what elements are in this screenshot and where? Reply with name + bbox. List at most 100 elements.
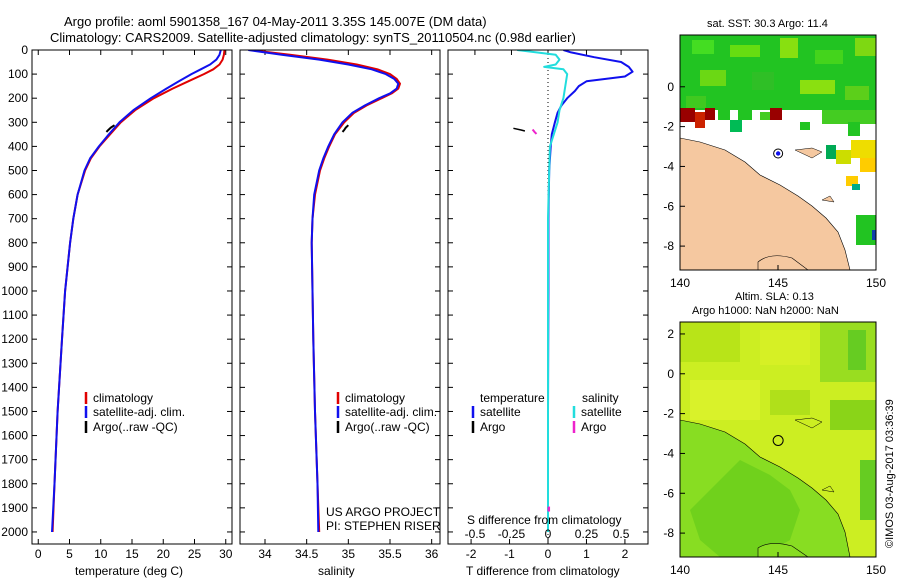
sla-map-title-line1: Altim. SLA: 0.13 — [735, 291, 814, 303]
difference-s-argo-line — [531, 128, 538, 135]
figure-title-line1: Argo profile: aoml 5901358_167 04-May-20… — [64, 14, 487, 29]
map-x-tick-label: 150 — [866, 276, 886, 290]
sla-land — [680, 417, 851, 557]
difference-ticks — [448, 49, 648, 544]
temperature-xlabel: temperature (deg C) — [75, 564, 183, 578]
map-x-tick-label: 140 — [670, 276, 690, 290]
depth-tick-label: 1200 — [1, 332, 28, 346]
depth-tick-label: 700 — [8, 212, 28, 226]
salinity-x-tick-label: 35 — [342, 547, 356, 561]
sla-argo-marker — [772, 434, 784, 446]
difference-legend: temperature salinity satellite Argo sate… — [471, 391, 622, 434]
legend-temperature-title: temperature — [480, 391, 545, 405]
sla-map-title-line2: Argo h1000: NaN h2000: NaN — [692, 305, 839, 317]
t-difference-tick-label: -2 — [466, 547, 477, 561]
legend-satellite-label: satellite-adj. clim. — [345, 405, 437, 419]
legend-climatology-label: climatology — [93, 391, 153, 405]
depth-tick-label: 1800 — [1, 477, 28, 491]
salinity-legend: climatology satellite-adj. clim. Argo(..… — [336, 391, 437, 434]
imos-credit: ©IMOS 03-Aug-2017 03:36:39 — [884, 399, 896, 548]
map-y-tick-label: 2 — [667, 327, 674, 341]
temperature-x-tick-label: 10 — [94, 547, 108, 561]
t-difference-tick-labels: -2 -1 0 1 2 — [466, 547, 629, 561]
temperature-frame — [31, 49, 233, 545]
depth-tick-label: 500 — [8, 163, 28, 177]
s-difference-tick-label: 0 — [545, 527, 552, 541]
s-difference-tick-label: -0.5 — [465, 527, 486, 541]
legend-t-satellite-label: satellite — [480, 405, 521, 419]
temperature-x-tick-label: 25 — [188, 547, 202, 561]
depth-tick-label: 900 — [8, 260, 28, 274]
depth-tick-label: 1300 — [1, 356, 28, 370]
salinity-x-tick-label: 34 — [258, 547, 272, 561]
legend-salinity-title: salinity — [582, 391, 619, 405]
s-difference-tick-labels: -0.5 -0.25 0 0.25 0.5 — [465, 527, 630, 541]
depth-tick-labels: 0 100 200 300 400 500 600 700 800 900 1000 1100 1200… — [1, 43, 28, 539]
depth-tick-label: 1900 — [1, 501, 28, 515]
depth-tick-label: 1000 — [1, 284, 28, 298]
map-y-tick-label: 0 — [667, 80, 674, 94]
depth-tick-label: 400 — [8, 139, 28, 153]
map-y-tick-label: -4 — [663, 159, 674, 173]
map-y-tick-label: -2 — [663, 407, 674, 421]
temperature-legend: climatology satellite-adj. clim. Argo(..… — [84, 391, 185, 434]
salinity-x-tick-labels: 34 34.5 35 35.5 36 — [258, 547, 438, 561]
depth-tick-label: 300 — [8, 115, 28, 129]
sst-map: sat. SST: 30.3 Argo: 11.4 — [663, 18, 886, 290]
legend-climatology-label: climatology — [345, 391, 405, 405]
figure-title-line2: Climatology: CARS2009. Satellite-adjuste… — [50, 30, 576, 45]
sst-argo-marker-fill — [775, 151, 781, 156]
legend-s-argo-label: Argo — [581, 420, 607, 434]
salinity-x-tick-label: 34.5 — [295, 547, 319, 561]
s-difference-tick-label: 0.5 — [613, 527, 630, 541]
depth-tick-label: 1600 — [1, 429, 28, 443]
project-annotation: US ARGO PROJECT — [326, 505, 441, 519]
t-difference-label: T difference from climatology — [466, 564, 620, 578]
temperature-panel: 0100200300400500600700800900100011001200… — [1, 43, 232, 578]
temperature-ticks — [32, 49, 232, 544]
legend-argo-label: Argo(..raw -QC) — [93, 420, 178, 434]
salinity-argo-line — [341, 124, 349, 133]
map-y-tick-label: -4 — [663, 446, 674, 460]
temperature-satellite-line — [51, 50, 222, 533]
difference-panel: temperature salinity satellite Argo sate… — [447, 49, 649, 578]
depth-tick-label: 200 — [8, 91, 28, 105]
difference-s-satellite-line — [517, 50, 569, 532]
depth-tick-label: 1100 — [2, 308, 28, 322]
sst-argo-marker — [773, 148, 784, 159]
temperature-x-tick-label: 20 — [157, 547, 171, 561]
depth-tick-label: 600 — [8, 188, 28, 202]
difference-t-satellite-line — [547, 50, 634, 532]
t-difference-tick-label: -1 — [504, 547, 515, 561]
temperature-lines — [51, 50, 226, 533]
depth-tick-label: 1700 — [1, 453, 28, 467]
map-y-tick-label: -6 — [663, 199, 674, 213]
temperature-x-tick-label: 15 — [125, 547, 139, 561]
sst-map-ticks: 140 145 150 0 -2 -4 -6 -8 — [663, 80, 886, 290]
map-y-tick-label: -6 — [663, 486, 674, 500]
salinity-panel: 34 34.5 35 35.5 36 salinity climatology sate… — [239, 49, 441, 578]
temperature-x-tick-labels: 0 5 10 15 20 25 30 — [35, 547, 233, 561]
map-x-tick-label: 140 — [670, 563, 690, 577]
s-difference-tick-label: 0.25 — [575, 527, 599, 541]
difference-frame — [447, 49, 649, 545]
salinity-x-tick-label: 35.5 — [378, 547, 402, 561]
map-y-tick-label: 0 — [667, 367, 674, 381]
sst-land — [680, 137, 851, 270]
legend-t-argo-label: Argo — [480, 420, 506, 434]
depth-tick-label: 100 — [8, 67, 28, 81]
depth-tick-label: 2000 — [1, 525, 28, 539]
pi-annotation: PI: STEPHEN RISER — [326, 519, 441, 533]
map-y-tick-label: -8 — [663, 526, 674, 540]
map-x-tick-label: 145 — [768, 276, 788, 290]
depth-tick-label: 1500 — [1, 404, 28, 418]
difference-t-argo-line — [513, 127, 526, 132]
t-difference-tick-label: 2 — [622, 547, 629, 561]
map-y-tick-label: -2 — [663, 120, 674, 134]
temperature-x-tick-label: 30 — [219, 547, 233, 561]
salinity-lines — [248, 50, 401, 533]
salinity-frame — [239, 49, 441, 545]
sla-map-ticks: 140 145 150 2 0 -2 -4 -6 -8 — [663, 327, 886, 577]
legend-satellite-label: satellite-adj. clim. — [93, 405, 185, 419]
s-difference-tick-label: -0.25 — [498, 527, 526, 541]
